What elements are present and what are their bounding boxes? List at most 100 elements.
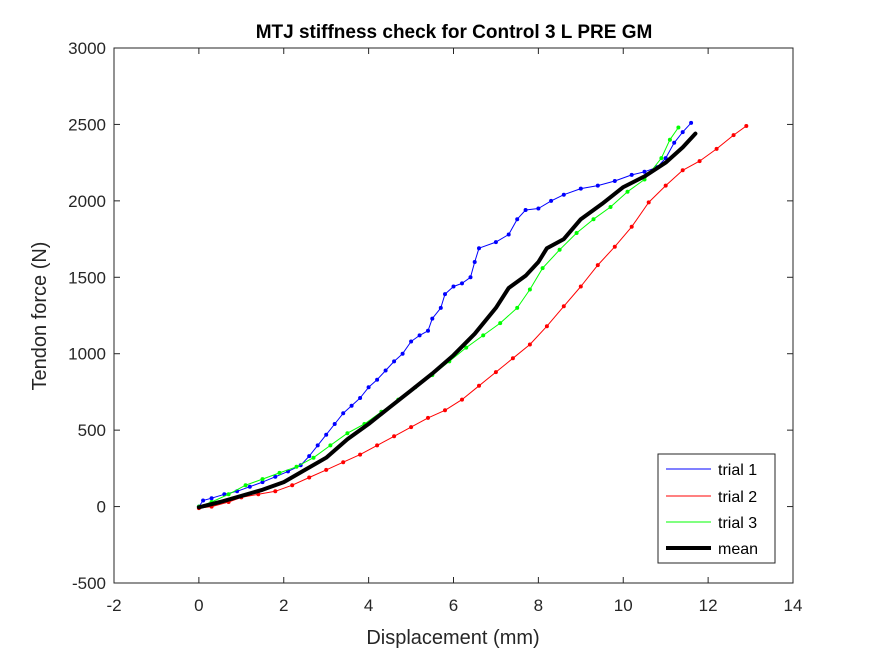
data-point-trial-3 — [540, 266, 545, 271]
series-mean — [196, 131, 698, 510]
data-point-trial-3 — [557, 247, 562, 252]
data-point-trial-1 — [392, 359, 397, 364]
data-point-trial-1 — [209, 496, 214, 501]
data-point-trial-1 — [307, 454, 312, 459]
data-point-trial-1 — [260, 480, 265, 485]
x-axis-ticks: -2 0 2 4 6 8 10 12 14 — [106, 48, 802, 615]
data-point-trial-1 — [612, 179, 617, 183]
data-point-trial-1 — [358, 396, 363, 400]
x-tick-label: 2 — [279, 596, 288, 615]
data-point-trial-2 — [477, 383, 481, 388]
data-point-trial-3 — [311, 455, 316, 460]
data-point-trial-3 — [464, 345, 469, 350]
y-tick-label: 3000 — [68, 39, 106, 58]
data-point-trial-2 — [341, 460, 346, 465]
x-tick-label: 14 — [784, 596, 803, 615]
x-tick-label: 12 — [699, 596, 718, 615]
data-point-trial-2 — [527, 342, 532, 347]
data-point-trial-2 — [680, 168, 685, 173]
data-point-trial-2 — [612, 244, 617, 249]
data-point-trial-3 — [527, 287, 532, 292]
data-point-trial-2 — [375, 443, 380, 448]
data-point-trial-2 — [510, 356, 515, 361]
data-point-trial-1 — [417, 333, 422, 338]
data-point-trial-1 — [460, 281, 464, 286]
data-point-trial-3 — [574, 231, 579, 235]
data-point-trial-1 — [451, 284, 456, 289]
data-point-trial-1 — [477, 246, 481, 251]
data-point-trial-1 — [332, 422, 337, 426]
data-point-trial-2 — [443, 408, 447, 413]
data-point-trial-2 — [324, 467, 329, 472]
data-point-trial-1 — [515, 217, 520, 222]
data-point-trial-3 — [498, 321, 503, 326]
legend-label-trial-3: trial 3 — [718, 515, 757, 532]
y-tick-label: 1500 — [68, 268, 106, 287]
data-point-trial-1 — [642, 169, 647, 174]
data-point-trial-2 — [744, 124, 749, 128]
data-point-trial-2 — [392, 434, 397, 439]
data-point-trial-1 — [201, 498, 206, 503]
y-tick-label: 2000 — [68, 192, 106, 211]
data-point-trial-3 — [328, 443, 333, 448]
data-point-trial-1 — [349, 403, 354, 408]
legend: trial 1 trial 2 trial 3 mean — [657, 453, 776, 564]
data-point-trial-1 — [549, 198, 554, 203]
series-line-trial-1 — [198, 122, 692, 508]
data-point-trial-3 — [676, 125, 681, 130]
data-point-trial-1 — [523, 208, 528, 212]
data-point-trial-1 — [438, 305, 443, 310]
data-point-trial-1 — [273, 474, 278, 479]
x-tick-label: 10 — [614, 596, 633, 615]
data-point-trial-2 — [646, 200, 651, 205]
data-point-trial-3 — [226, 492, 231, 497]
data-point-trial-3 — [625, 189, 630, 194]
data-point-trial-1 — [430, 316, 435, 321]
data-point-trial-1 — [247, 484, 252, 489]
data-point-trial-3 — [515, 305, 520, 310]
data-point-trial-1 — [689, 120, 694, 125]
data-point-trial-1 — [629, 172, 634, 177]
data-point-trial-1 — [324, 432, 329, 437]
data-point-trial-1 — [578, 186, 583, 191]
data-point-trial-1 — [400, 351, 405, 356]
data-point-trial-2 — [595, 263, 600, 268]
y-axis-label: Tendon force (N) — [29, 242, 51, 391]
data-point-trial-2 — [731, 133, 736, 138]
x-tick-label: 8 — [534, 596, 543, 615]
data-point-trial-1 — [426, 328, 430, 333]
data-point-trial-1 — [443, 292, 447, 297]
data-point-trial-2 — [460, 397, 464, 402]
data-point-trial-2 — [273, 489, 278, 494]
data-point-trial-2 — [697, 159, 702, 164]
data-point-trial-3 — [260, 477, 265, 482]
data-point-trial-3 — [243, 483, 248, 488]
data-point-trial-2 — [358, 452, 363, 457]
data-point-trial-1 — [536, 206, 541, 211]
series-line-mean — [196, 131, 698, 510]
x-tick-label: 4 — [364, 596, 373, 615]
legend-label-mean: mean — [718, 541, 758, 558]
y-tick-label: 1000 — [68, 345, 106, 364]
data-point-trial-3 — [667, 137, 672, 142]
data-point-trial-1 — [366, 385, 371, 390]
data-point-trial-1 — [468, 275, 473, 280]
data-point-trial-2 — [493, 370, 498, 375]
data-point-trial-3 — [277, 470, 282, 475]
data-point-trial-2 — [290, 483, 295, 488]
legend-box — [657, 453, 776, 564]
x-axis-label: Displacement (mm) — [366, 627, 539, 649]
data-point-trial-2 — [409, 425, 414, 430]
chart-title: MTJ stiffness check for Control 3 L PRE … — [256, 22, 653, 43]
data-point-trial-1 — [493, 240, 498, 245]
data-point-trial-3 — [294, 464, 299, 469]
data-point-trial-1 — [472, 260, 477, 264]
data-point-trial-2 — [629, 224, 634, 229]
legend-label-trial-2: trial 2 — [718, 489, 757, 506]
data-point-trial-1 — [680, 130, 685, 135]
data-point-trial-1 — [595, 183, 600, 188]
x-tick-label: 6 — [449, 596, 458, 615]
data-point-trial-2 — [307, 475, 312, 480]
